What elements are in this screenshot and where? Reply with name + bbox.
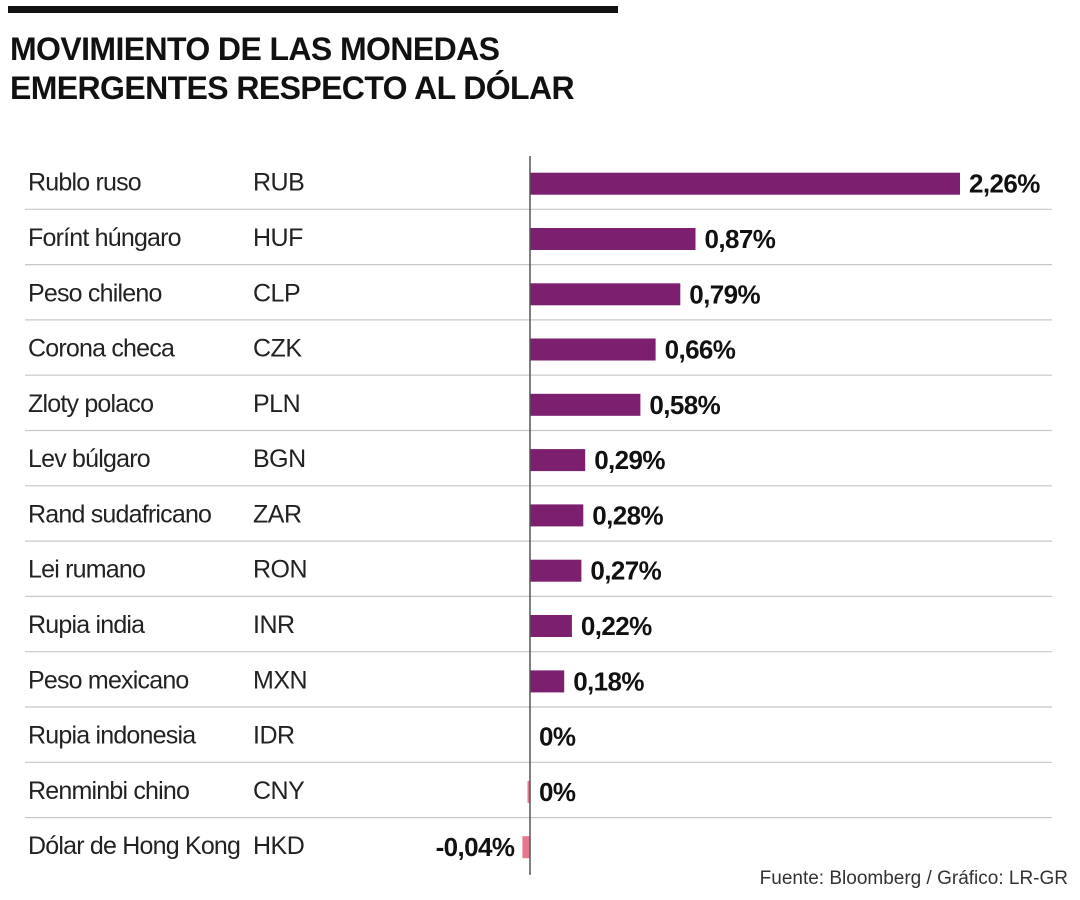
value-label: 2,26%	[969, 169, 1040, 199]
value-label: 0,66%	[665, 335, 736, 365]
bar-bgn	[530, 449, 586, 472]
currency-name: Corona checa	[28, 335, 175, 363]
currency-code: RON	[253, 556, 307, 584]
chart-title-line-1: MOVIMIENTO DE LAS MONEDAS	[10, 31, 500, 67]
value-label: 0,22%	[581, 611, 652, 641]
currency-name: Dólar de Hong Kong	[28, 832, 240, 860]
chart-title-line-2: EMERGENTES RESPECTO AL DÓLAR	[10, 70, 575, 106]
chart-title: MOVIMIENTO DE LAS MONEDAS EMERGENTES RES…	[10, 30, 710, 108]
value-label: 0,28%	[592, 500, 663, 530]
currency-name: Rupia india	[28, 611, 145, 639]
bar-inr	[530, 615, 572, 637]
bar-pln	[530, 393, 641, 416]
currency-name: Forínt húngaro	[28, 224, 181, 252]
row-separators	[25, 208, 1052, 819]
value-label: 0%	[539, 722, 576, 752]
value-label: 0,27%	[590, 556, 661, 586]
currency-code: HKD	[253, 832, 304, 860]
currency-name: Rand sudafricano	[28, 500, 211, 528]
currency-name: Peso mexicano	[28, 666, 189, 694]
source-credit: Fuente: Bloomberg / Gráfico: LR-GR	[759, 868, 1068, 889]
value-label: 0,29%	[594, 445, 665, 475]
value-label: 0,87%	[705, 224, 776, 254]
currency-code: MXN	[253, 666, 307, 694]
top-rule	[8, 6, 618, 13]
bar-clp	[530, 283, 681, 306]
currency-code: PLN	[253, 390, 300, 418]
currency-name: Lei rumano	[28, 556, 145, 584]
value-label: 0,58%	[649, 390, 720, 420]
bar-huf	[530, 228, 696, 250]
currency-name: Zloty polaco	[28, 390, 153, 418]
bar-zar	[530, 504, 584, 527]
currency-code: HUF	[253, 224, 303, 252]
currency-name: Rublo ruso	[28, 169, 141, 197]
currency-name: Rupia indonesia	[28, 722, 196, 750]
bar-hkd	[522, 836, 530, 859]
currency-code: RUB	[253, 169, 304, 197]
currency-code: CNY	[253, 777, 305, 805]
bar-rub	[530, 172, 960, 195]
currency-name: Renminbi chino	[28, 777, 189, 805]
currency-code: IDR	[253, 722, 295, 750]
currency-code: CLP	[253, 279, 300, 307]
currency-name: Lev búlgaro	[28, 445, 150, 473]
currency-code: INR	[253, 611, 295, 639]
value-label: -0,04%	[436, 832, 515, 862]
bar-mxn	[530, 670, 565, 693]
bar-czk	[530, 338, 656, 361]
value-label: 0,18%	[573, 666, 644, 696]
currency-code: CZK	[253, 335, 302, 363]
value-label: 0,79%	[689, 279, 760, 309]
bar-cny	[527, 780, 530, 803]
bar-ron	[530, 559, 582, 582]
row-labels: Rublo ruso RUB 2,26% Forínt húngaro HUF 0,87%…	[28, 169, 1041, 863]
bars	[522, 172, 960, 859]
currency-code: BGN	[253, 445, 306, 473]
currency-code: ZAR	[253, 500, 302, 528]
currency-name: Peso chileno	[28, 279, 162, 307]
value-label: 0%	[539, 777, 576, 807]
